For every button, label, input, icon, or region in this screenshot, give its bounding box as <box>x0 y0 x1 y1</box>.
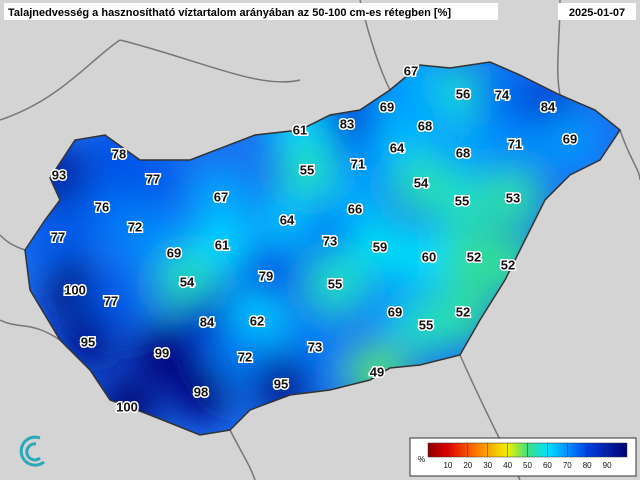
station-value: 56 <box>456 86 470 101</box>
station-value: 76 <box>95 199 109 214</box>
station-value: 64 <box>390 140 405 155</box>
moisture-blob <box>171 363 231 423</box>
colorbar-tick-label: 30 <box>483 461 492 470</box>
station-value: 54 <box>180 274 195 289</box>
moisture-blob <box>540 110 600 170</box>
title-box <box>4 3 498 20</box>
logo <box>19 435 45 467</box>
station-value: 68 <box>456 145 470 160</box>
moisture-blob <box>472 66 532 126</box>
station-value: 98 <box>194 384 208 399</box>
station-value: 69 <box>388 304 402 319</box>
station-value: 55 <box>455 193 469 208</box>
moisture-blob <box>123 150 183 210</box>
moisture-blob <box>396 296 456 356</box>
station-value: 68 <box>418 118 432 133</box>
station-value: 84 <box>200 314 215 329</box>
date: 2025-01-07 <box>569 7 625 19</box>
station-value: 69 <box>167 245 181 260</box>
colorbar-tick-label: 60 <box>543 461 552 470</box>
station-value: 53 <box>506 190 520 205</box>
station-value: 49 <box>370 364 384 379</box>
moisture-blob <box>132 324 192 384</box>
station-value: 71 <box>351 156 365 171</box>
moisture-blob <box>236 247 296 307</box>
station-value: 93 <box>52 167 66 182</box>
moisture-blob <box>305 255 365 315</box>
moisture-blob <box>399 228 459 288</box>
colorbar-unit: % <box>418 455 425 464</box>
station-value: 84 <box>541 99 556 114</box>
station-value: 77 <box>146 171 160 186</box>
moisture-blob <box>433 124 493 184</box>
station-value: 55 <box>328 276 342 291</box>
station-value: 100 <box>116 399 138 414</box>
station-value: 78 <box>112 146 126 161</box>
station-value: 52 <box>456 304 470 319</box>
station-value: 79 <box>259 268 273 283</box>
station-value: 73 <box>308 339 322 354</box>
station-value: 52 <box>501 257 515 272</box>
station-value: 61 <box>293 122 307 137</box>
moisture-blob <box>191 168 251 228</box>
station-value: 83 <box>340 116 354 131</box>
moisture-blob <box>432 172 492 232</box>
station-value: 95 <box>81 334 95 349</box>
moisture-blob <box>328 135 388 195</box>
colorbar-tick-label: 90 <box>603 461 612 470</box>
station-value: 77 <box>51 229 65 244</box>
station-value: 59 <box>373 239 387 254</box>
moisture-blob <box>177 293 237 353</box>
station-value: 69 <box>563 131 577 146</box>
station-value: 100 <box>64 282 86 297</box>
station-value: 99 <box>155 345 169 360</box>
station-value: 67 <box>214 189 228 204</box>
title: Talajnedvesség a hasznosítható víztartal… <box>8 7 451 19</box>
station-value: 61 <box>215 237 229 252</box>
station-value: 77 <box>104 293 118 308</box>
station-value: 73 <box>323 233 337 248</box>
station-value: 55 <box>300 162 314 177</box>
station-value: 66 <box>348 201 362 216</box>
colorbar-tick-label: 10 <box>443 461 452 470</box>
station-value: 52 <box>467 249 481 264</box>
colorbar-tick-label: 80 <box>583 461 592 470</box>
moisture-blob <box>277 141 337 201</box>
station-value: 60 <box>422 249 436 264</box>
date-box <box>558 3 636 20</box>
colorbar-tick-label: 20 <box>463 461 472 470</box>
station-value: 95 <box>274 376 288 391</box>
station-value: 67 <box>404 63 418 78</box>
moisture-blob <box>350 218 410 278</box>
colorbar-tick-label: 40 <box>503 461 512 470</box>
moisture-blob <box>485 115 545 175</box>
station-value: 72 <box>238 349 252 364</box>
colorbar-tick-label: 50 <box>523 461 532 470</box>
moisture-blob <box>483 169 543 229</box>
colorbar-tick-label: 70 <box>563 461 572 470</box>
station-value: 72 <box>128 219 142 234</box>
station-value: 64 <box>280 212 295 227</box>
station-value: 62 <box>250 313 264 328</box>
station-value: 55 <box>419 317 433 332</box>
station-value: 71 <box>508 136 522 151</box>
station-value: 54 <box>414 175 429 190</box>
station-value: 74 <box>495 87 510 102</box>
station-value: 69 <box>380 99 394 114</box>
